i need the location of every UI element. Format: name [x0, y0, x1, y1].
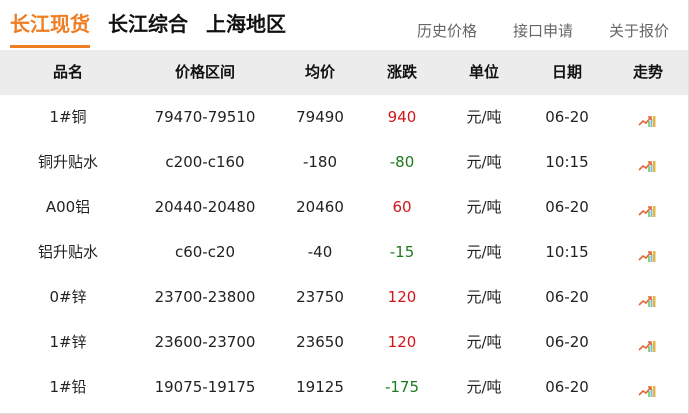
col-trend: 走势 [632, 63, 664, 81]
product-name: A00铝 [45, 198, 91, 216]
price-range: c60-c20 [174, 243, 236, 261]
table-row: 铝升贴水 c60-c20 -40 -15 元/吨 10:15 [0, 230, 688, 275]
price-change: -15 [389, 243, 415, 261]
trend-chart-icon[interactable] [638, 247, 658, 262]
unit: 元/吨 [466, 288, 502, 306]
date: 10:15 [545, 153, 589, 171]
market-tabs: 长江现货 长江综合 上海地区 [10, 10, 286, 48]
price-range: 79470-79510 [154, 108, 256, 126]
price-change: 940 [387, 108, 417, 126]
table-header: 品名 价格区间 均价 涨跌 单位 日期 走势 [0, 50, 688, 95]
tab-changjiang-composite[interactable]: 长江综合 [108, 12, 188, 36]
col-change: 涨跌 [386, 63, 418, 81]
trend-chart-icon[interactable] [638, 382, 658, 397]
price-change: -80 [389, 153, 415, 171]
date: 06-20 [545, 333, 589, 351]
product-name: 铝升贴水 [37, 243, 99, 261]
price-range: 23700-23800 [154, 288, 256, 306]
product-name: 1#锌 [49, 333, 87, 351]
unit: 元/吨 [466, 333, 502, 351]
api-apply-link[interactable]: 接口申请 [512, 22, 573, 40]
table-row: 1#铜 79470-79510 79490 940 元/吨 06-20 [0, 95, 688, 140]
date: 10:15 [545, 243, 589, 261]
trend-chart-icon[interactable] [638, 112, 658, 127]
table-row: 1#锌 23600-23700 23650 120 元/吨 06-20 [0, 320, 688, 365]
product-name: 0#锌 [49, 288, 87, 306]
avg-price: 23750 [296, 288, 344, 306]
table-row: 铜升贴水 c200-c160 -180 -80 元/吨 10:15 [0, 140, 688, 185]
price-range: 23600-23700 [154, 333, 256, 351]
unit: 元/吨 [466, 198, 502, 216]
col-unit: 单位 [468, 63, 500, 81]
col-avg: 均价 [304, 63, 336, 81]
history-price-link[interactable]: 历史价格 [416, 22, 477, 40]
about-price-link[interactable]: 关于报价 [608, 22, 669, 40]
avg-price: 20460 [296, 198, 344, 216]
product-name: 1#铜 [49, 108, 87, 126]
avg-price: -40 [307, 243, 333, 261]
col-date: 日期 [551, 63, 583, 81]
table-row: 0#锌 23700-23800 23750 120 元/吨 06-20 [0, 275, 688, 320]
avg-price: -180 [302, 153, 338, 171]
date: 06-20 [545, 378, 589, 396]
unit: 元/吨 [466, 378, 502, 396]
price-change: 120 [387, 288, 417, 306]
col-range: 价格区间 [174, 63, 236, 81]
trend-chart-icon[interactable] [638, 292, 658, 307]
product-name: 铜升贴水 [37, 153, 99, 171]
avg-price: 19125 [296, 378, 344, 396]
unit: 元/吨 [466, 108, 502, 126]
date: 06-20 [545, 108, 589, 126]
avg-price: 79490 [296, 108, 344, 126]
tab-changjiang-spot[interactable]: 长江现货 [10, 10, 90, 48]
date: 06-20 [545, 288, 589, 306]
unit: 元/吨 [466, 153, 502, 171]
price-change: 60 [392, 198, 412, 216]
price-range: 19075-19175 [154, 378, 256, 396]
trend-chart-icon[interactable] [638, 337, 658, 352]
unit: 元/吨 [466, 243, 502, 261]
tab-shanghai[interactable]: 上海地区 [206, 12, 286, 36]
price-change: -175 [384, 378, 420, 396]
price-change: 120 [387, 333, 417, 351]
table-row: 1#铅 19075-19175 19125 -175 元/吨 06-20 [0, 365, 688, 410]
product-name: 1#铅 [49, 378, 87, 396]
trend-chart-icon[interactable] [638, 202, 658, 217]
col-name: 品名 [52, 63, 84, 81]
avg-price: 23650 [296, 333, 344, 351]
date: 06-20 [545, 198, 589, 216]
header-links: 历史价格 接口申请 关于报价 [417, 20, 669, 41]
price-range: c200-c160 [165, 153, 245, 171]
trend-chart-icon[interactable] [638, 157, 658, 172]
price-range: 20440-20480 [154, 198, 256, 216]
table-row: A00铝 20440-20480 20460 60 元/吨 06-20 [0, 185, 688, 230]
